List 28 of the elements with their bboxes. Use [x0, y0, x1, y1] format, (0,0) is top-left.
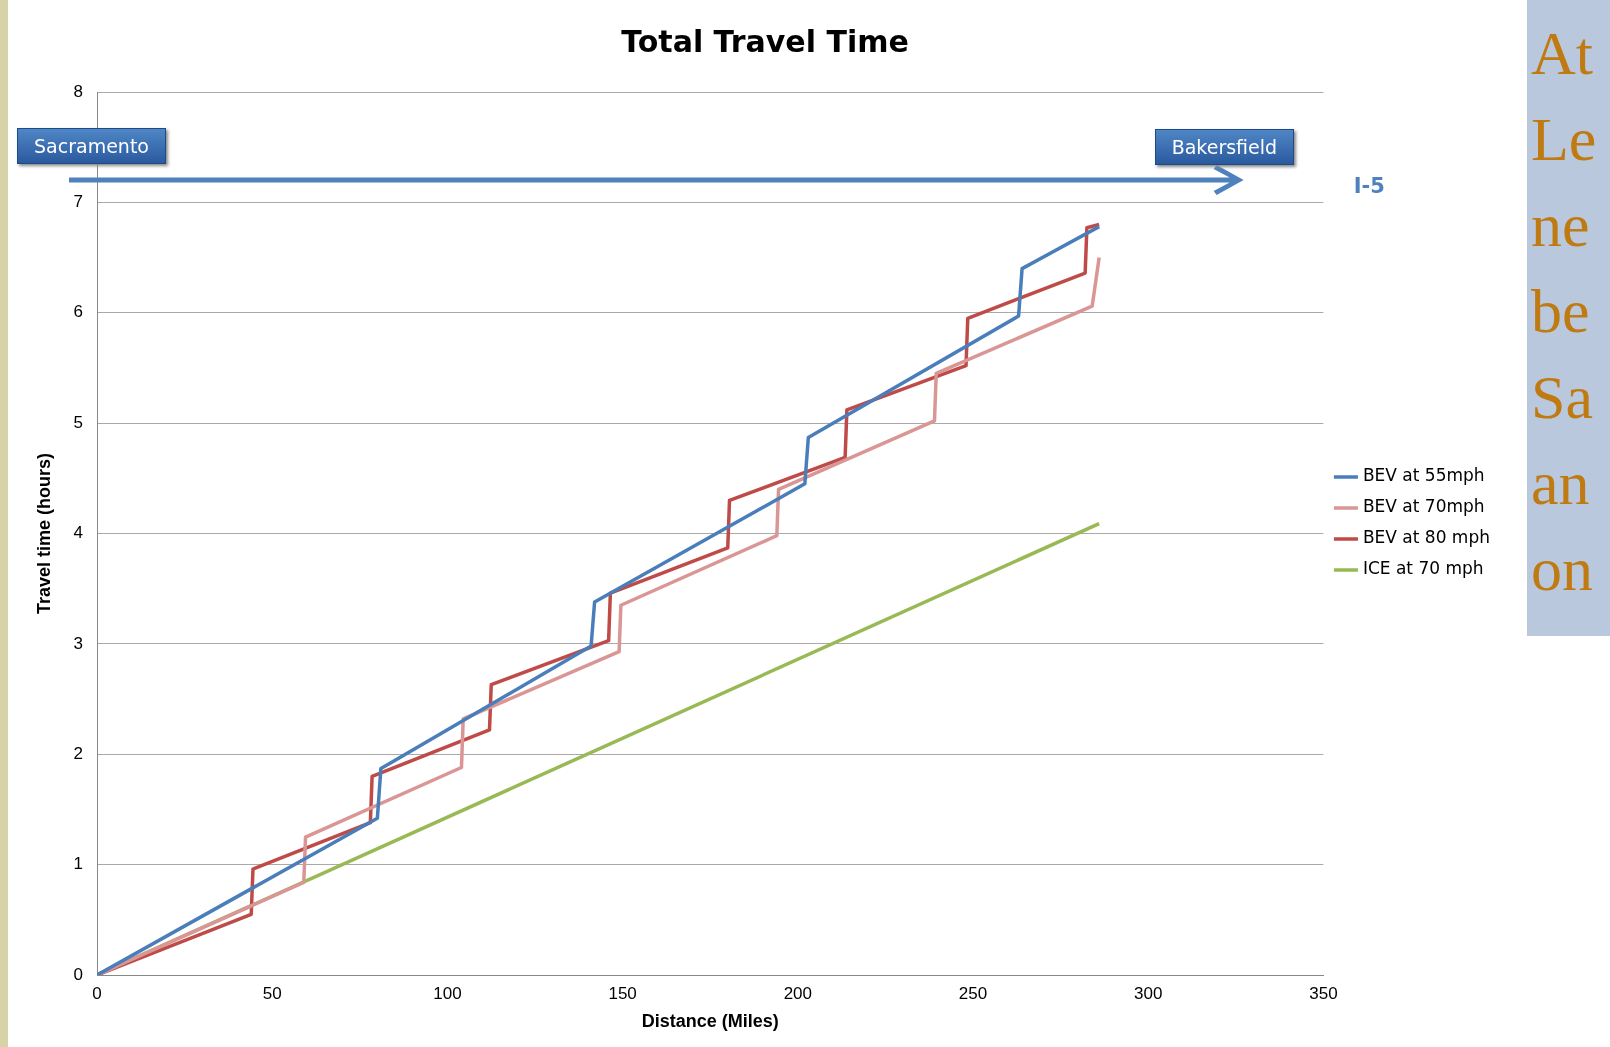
legend-label: ICE at 70 mph	[1362, 558, 1484, 579]
text: I-5	[1353, 174, 1385, 199]
annotation: Bakersfield	[1154, 129, 1295, 166]
y-tick-label: 1	[73, 854, 84, 874]
y-tick-label: 5	[73, 412, 84, 432]
text: At Le ne be Sa an on	[1531, 18, 1598, 605]
y-axis-title: Travel time (hours)	[33, 452, 54, 615]
y-tick-label: 3	[73, 633, 84, 653]
chart-title: Total Travel Time	[621, 23, 909, 59]
x-tick-label: 350	[1309, 983, 1338, 1003]
y-tick-label: 4	[73, 523, 84, 543]
annotation: Sacramento	[17, 128, 166, 165]
y-tick-label: 7	[73, 192, 84, 212]
x-tick-label: 50	[262, 983, 282, 1003]
y-tick-label: 2	[73, 743, 84, 763]
legend-label: BEV at 70mph	[1362, 496, 1485, 517]
x-tick-label: 100	[433, 983, 462, 1003]
y-tick-label: 8	[73, 81, 84, 101]
x-tick-label: 300	[1134, 983, 1163, 1003]
x-tick-label: 150	[608, 983, 637, 1003]
x-axis-title: Distance (Miles)	[641, 1011, 779, 1032]
x-tick-label: 250	[958, 983, 988, 1003]
x-tick-label: 0	[92, 983, 102, 1003]
legend-label: BEV at 55mph	[1362, 465, 1485, 486]
y-tick-label: 0	[73, 964, 84, 984]
x-tick-label: 200	[783, 983, 813, 1003]
legend-label: BEV at 80 mph	[1362, 527, 1491, 548]
y-tick-label: 6	[73, 302, 84, 322]
